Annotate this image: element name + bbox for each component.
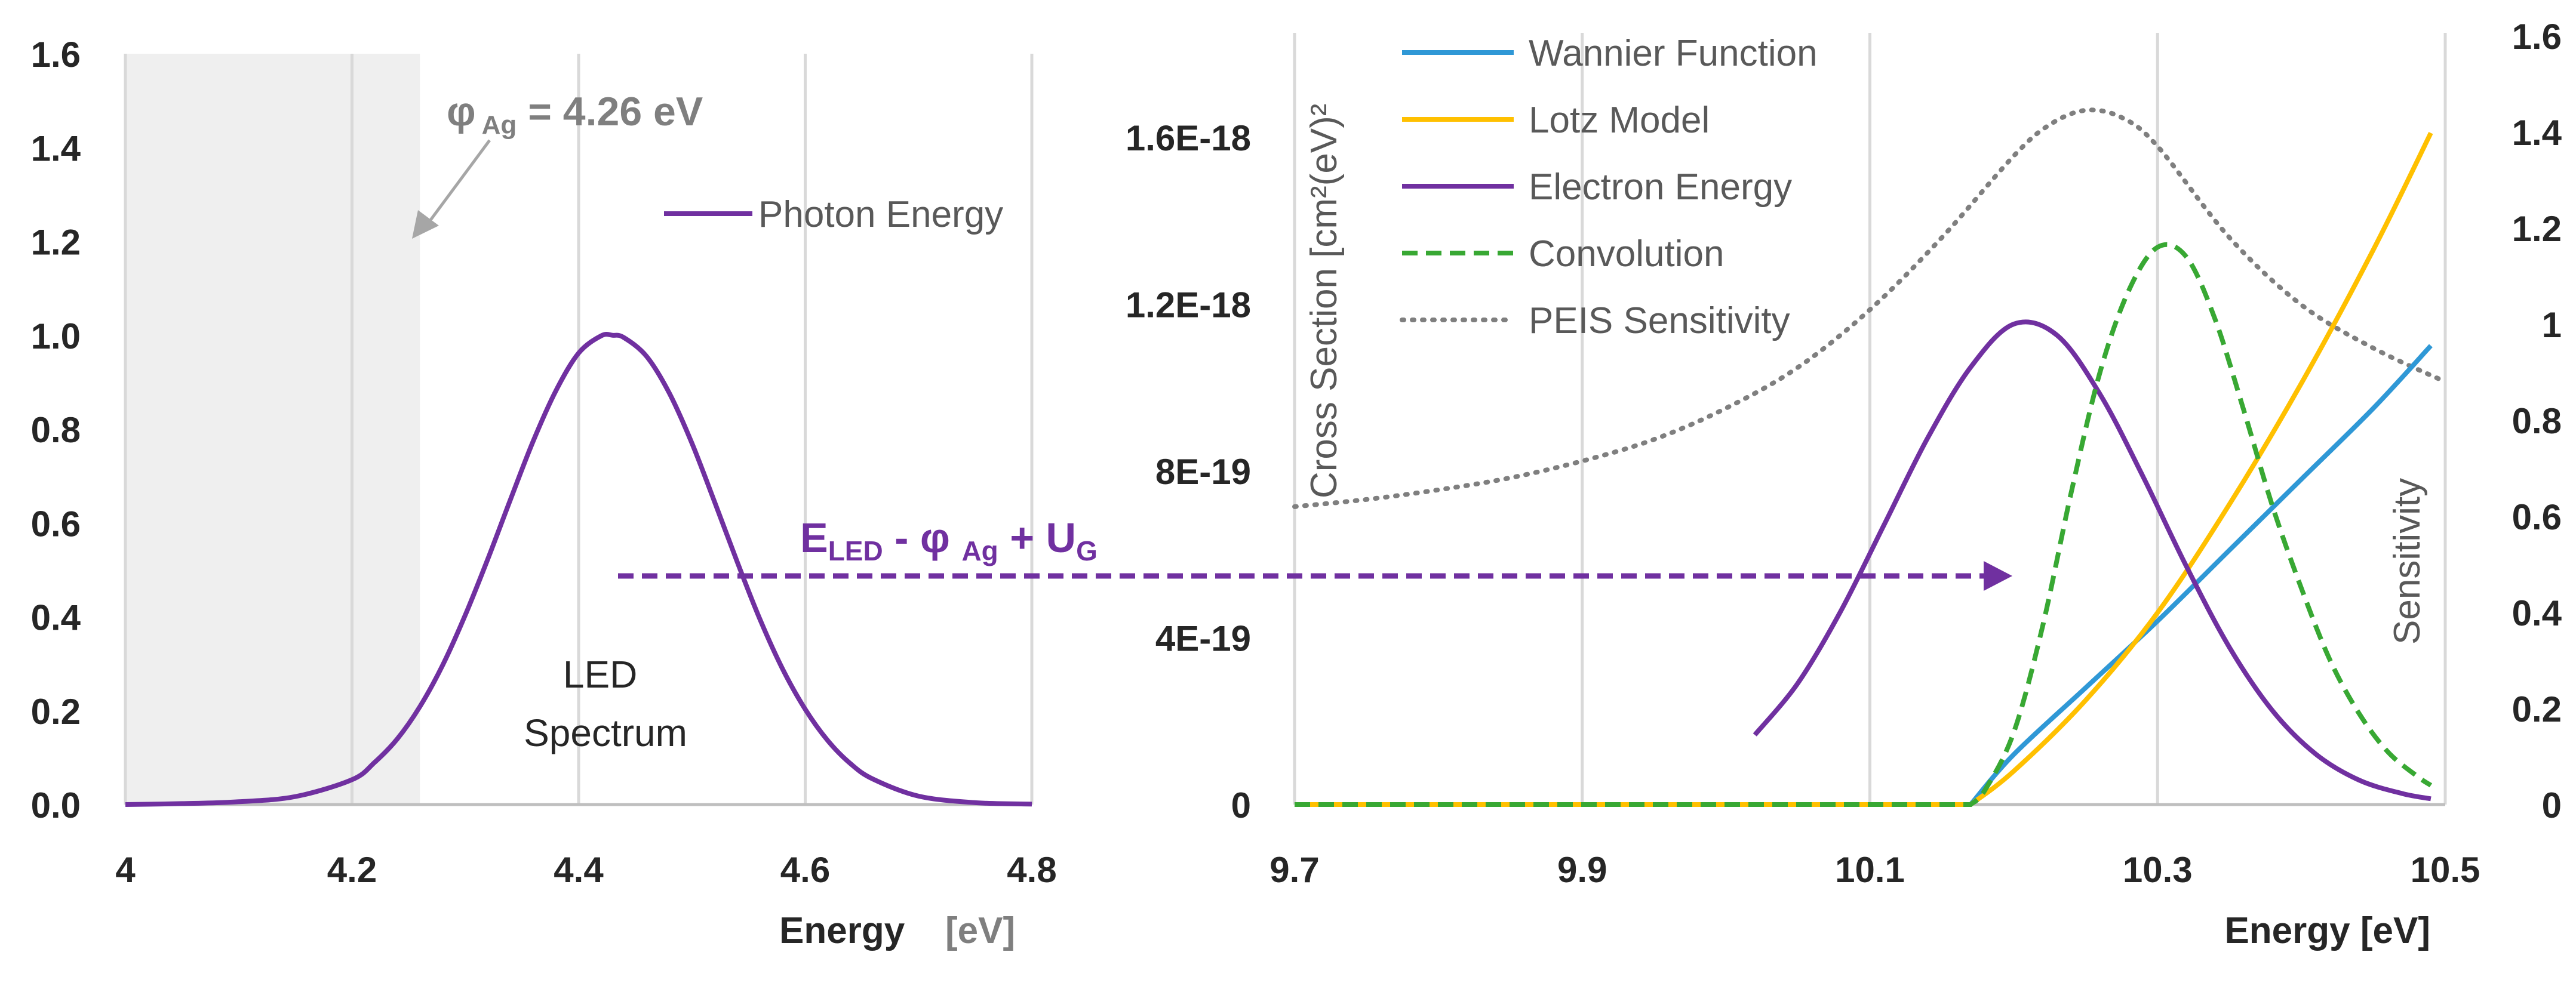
left-y-tick: 1.6	[31, 35, 81, 75]
left-gridlines	[124, 54, 1034, 806]
energy-shift-annotation: ELED - φ Ag + UG	[618, 514, 2012, 591]
right-right-y-tick: 0.2	[2512, 689, 2562, 729]
right-right-y-axis-title: Sensitivity	[2387, 478, 2428, 645]
left-y-tick: 1.0	[31, 316, 81, 356]
legend-label-wannier: Wannier Function	[1529, 33, 1818, 74]
right-left-y-tick: 1.6E-18	[1126, 118, 1251, 158]
work-function-annotation: φ Ag = 4.26 eV	[412, 89, 703, 239]
led-spectrum-label: LED Spectrum	[524, 653, 687, 754]
left-x-tick: 4.8	[1007, 850, 1056, 890]
left-x-tick: 4	[115, 850, 136, 890]
series-convolution	[1295, 242, 2433, 807]
right-right-y-tick: 0.4	[2512, 593, 2562, 633]
left-x-tick: 4.2	[327, 850, 377, 890]
left-y-tick: 0.4	[31, 598, 81, 638]
right-left-y-tick-labels: 0 4E-19 8E-19 1.2E-18 1.6E-18	[1126, 118, 1251, 825]
right-x-tick: 9.7	[1269, 850, 1319, 890]
right-x-axis-title: Energy [eV]	[2224, 910, 2430, 951]
left-chart: 0.0 0.2 0.4 0.6 0.8 1.0 1.2 1.4 1.6 4 4.2 4.4 4.6 4.…	[31, 35, 1057, 951]
right-x-tick-labels: 9.7 9.9 10.1 10.3 10.5	[1269, 850, 2480, 890]
series-wannier-function	[1295, 344, 2433, 807]
right-left-y-axis-title: Cross Section [cm²(eV)²	[1304, 104, 1345, 498]
left-x-axis-title: Energy	[779, 910, 905, 951]
legend-label-electron: Electron Energy	[1529, 167, 1792, 208]
right-x-tick: 10.1	[1835, 850, 1905, 890]
right-legend: Wannier Function Lotz Model Electron Ene…	[1400, 33, 1818, 341]
right-left-y-tick: 8E-19	[1155, 452, 1251, 492]
left-y-tick: 0.0	[31, 785, 81, 825]
right-x-tick: 10.5	[2411, 850, 2480, 890]
legend-label-peis: PEIS Sensitivity	[1529, 300, 1790, 341]
right-right-y-tick: 1	[2542, 305, 2562, 345]
series-photon-energy	[125, 331, 1032, 807]
right-x-tick: 9.9	[1557, 850, 1607, 890]
right-left-y-tick: 0	[1231, 785, 1251, 825]
right-right-y-tick: 0.6	[2512, 497, 2562, 537]
left-x-axis-unit: [eV]	[945, 910, 1015, 951]
work-function-pointer	[428, 139, 491, 222]
legend-label-lotz: Lotz Model	[1529, 100, 1710, 141]
shaded-region	[125, 54, 420, 805]
right-x-tick: 10.3	[2123, 850, 2193, 890]
legend-label-convolution: Convolution	[1529, 233, 1724, 275]
right-right-y-tick: 1.4	[2512, 113, 2562, 153]
left-y-tick: 0.2	[31, 692, 81, 732]
series-peis-sensitivity	[1292, 107, 2448, 509]
left-x-tick-labels: 4 4.2 4.4 4.6 4.8	[115, 850, 1056, 890]
right-right-y-tick: 0.8	[2512, 401, 2562, 441]
legend-label-photon-energy: Photon Energy	[758, 194, 1003, 235]
left-x-tick: 4.4	[554, 850, 604, 890]
right-right-y-tick-labels: 0 0.2 0.4 0.6 0.8 1 1.2 1.4 1.6	[2512, 17, 2562, 825]
energy-shift-label: ELED - φ Ag + UG	[800, 514, 1098, 566]
right-left-y-tick: 1.2E-18	[1126, 285, 1251, 325]
right-gridlines	[1293, 33, 2447, 806]
left-y-tick: 1.4	[31, 128, 81, 168]
work-function-label: φ Ag = 4.26 eV	[447, 89, 703, 140]
right-chart: 0 4E-19 8E-19 1.2E-18 1.6E-18 0 0.2 0.4 0.6 0.8 1…	[1126, 17, 2562, 951]
right-right-y-tick: 1.6	[2512, 17, 2562, 57]
energy-shift-arrow-head	[1984, 561, 2012, 591]
right-right-y-tick: 0	[2542, 785, 2562, 825]
left-legend: Photon Energy	[664, 194, 1003, 235]
series-electron-energy	[1753, 319, 2431, 802]
series-lotz-model	[1295, 132, 2433, 807]
left-y-tick: 1.2	[31, 223, 81, 263]
left-y-tick-labels: 0.0 0.2 0.4 0.6 0.8 1.0 1.2 1.4 1.6	[31, 35, 81, 825]
right-right-y-tick: 1.2	[2512, 209, 2562, 249]
left-y-tick: 0.6	[31, 504, 81, 544]
left-x-tick: 4.6	[780, 850, 830, 890]
right-left-y-tick: 4E-19	[1155, 618, 1251, 658]
work-function-pointer-head	[412, 210, 439, 239]
left-y-tick: 0.8	[31, 410, 81, 450]
